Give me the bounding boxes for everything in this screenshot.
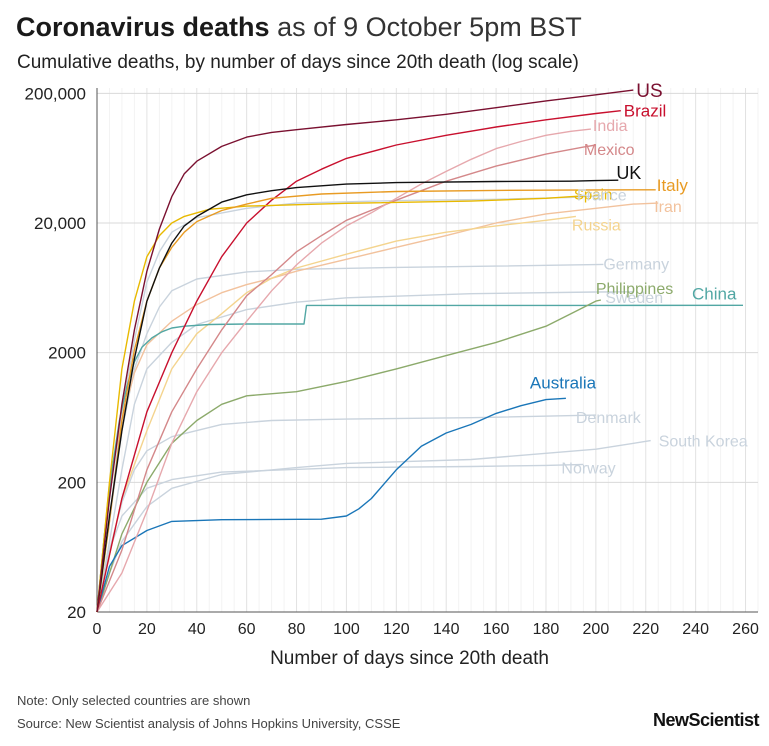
x-tick-label: 40 <box>188 621 206 638</box>
series-label-china: China <box>692 284 737 303</box>
series-label-france: France <box>577 188 627 205</box>
series-label-brazil: Brazil <box>624 102 667 121</box>
series-line-sweden <box>96 291 634 613</box>
x-tick-label: 120 <box>383 621 410 638</box>
y-tick-label: 20,000 <box>34 214 86 233</box>
x-tick-label: 80 <box>288 621 306 638</box>
series-label-us: US <box>636 81 662 102</box>
x-tick-label: 60 <box>238 621 256 638</box>
series-label-uk: UK <box>616 163 641 183</box>
footer-note: Note: Only selected countries are shown <box>17 693 251 708</box>
chart-title-date: as of 9 October 5pm BST <box>277 12 582 42</box>
series-label-india: India <box>593 118 628 135</box>
chart-subtitle: Cumulative deaths, by number of days sin… <box>17 52 579 73</box>
series-label-mexico: Mexico <box>584 142 635 159</box>
series-label-philippines: Philippines <box>596 281 673 298</box>
chart-title: Coronavirus deaths as of 9 October 5pm B… <box>16 10 582 44</box>
chart-title-main: Coronavirus deaths <box>16 12 270 42</box>
x-tick-label: 220 <box>632 621 659 638</box>
y-tick-label: 200,000 <box>25 84 86 103</box>
series-label-australia: Australia <box>530 373 597 392</box>
series-line-russia <box>96 215 576 613</box>
x-tick-label: 200 <box>583 621 610 638</box>
series-label-iran: Iran <box>654 199 682 216</box>
series-label-norway: Norway <box>561 460 615 477</box>
series-line-us <box>96 89 634 613</box>
x-tick-label: 260 <box>732 621 759 638</box>
footer-source: Source: New Scientist analysis of Johns … <box>17 716 401 731</box>
series-label-italy: Italy <box>657 176 689 195</box>
y-tick-label: 20 <box>67 603 86 622</box>
x-tick-label: 100 <box>333 621 360 638</box>
series-line-spain <box>96 195 586 613</box>
x-axis-label: Number of days since 20th death <box>270 648 549 669</box>
series-label-spain: Spain <box>574 187 612 204</box>
x-tick-label: 160 <box>483 621 510 638</box>
series-label-germany: Germany <box>603 256 669 273</box>
x-tick-label: 180 <box>533 621 560 638</box>
series-label-denmark: Denmark <box>576 410 642 427</box>
series-line-norway <box>96 463 584 613</box>
series-line-brazil <box>96 110 621 613</box>
series-line-mexico <box>96 144 597 613</box>
chart: 0 20 40 60 80 100 120 140 160 180 200 220 240 260 20 20… <box>25 81 759 669</box>
y-tick-label: 200 <box>58 473 86 492</box>
x-tick-label: 240 <box>682 621 709 638</box>
series-label-russia: Russia <box>572 217 621 234</box>
series-line-italy <box>96 189 656 613</box>
series-line-philippines <box>96 299 602 613</box>
series-line-germany <box>96 263 604 613</box>
y-tick-label: 2000 <box>48 344 86 363</box>
x-tick-label: 0 <box>93 621 102 638</box>
x-tick-label: 140 <box>433 621 460 638</box>
series-line-uk <box>96 179 619 613</box>
new-scientist-logo: NewScientist <box>652 710 760 730</box>
x-tick-label: 20 <box>138 621 156 638</box>
series-line-australia <box>96 397 566 613</box>
series-label-sweden: Sweden <box>605 290 663 307</box>
series-label-south-korea: South Korea <box>659 434 748 451</box>
series-line-india <box>96 128 591 613</box>
